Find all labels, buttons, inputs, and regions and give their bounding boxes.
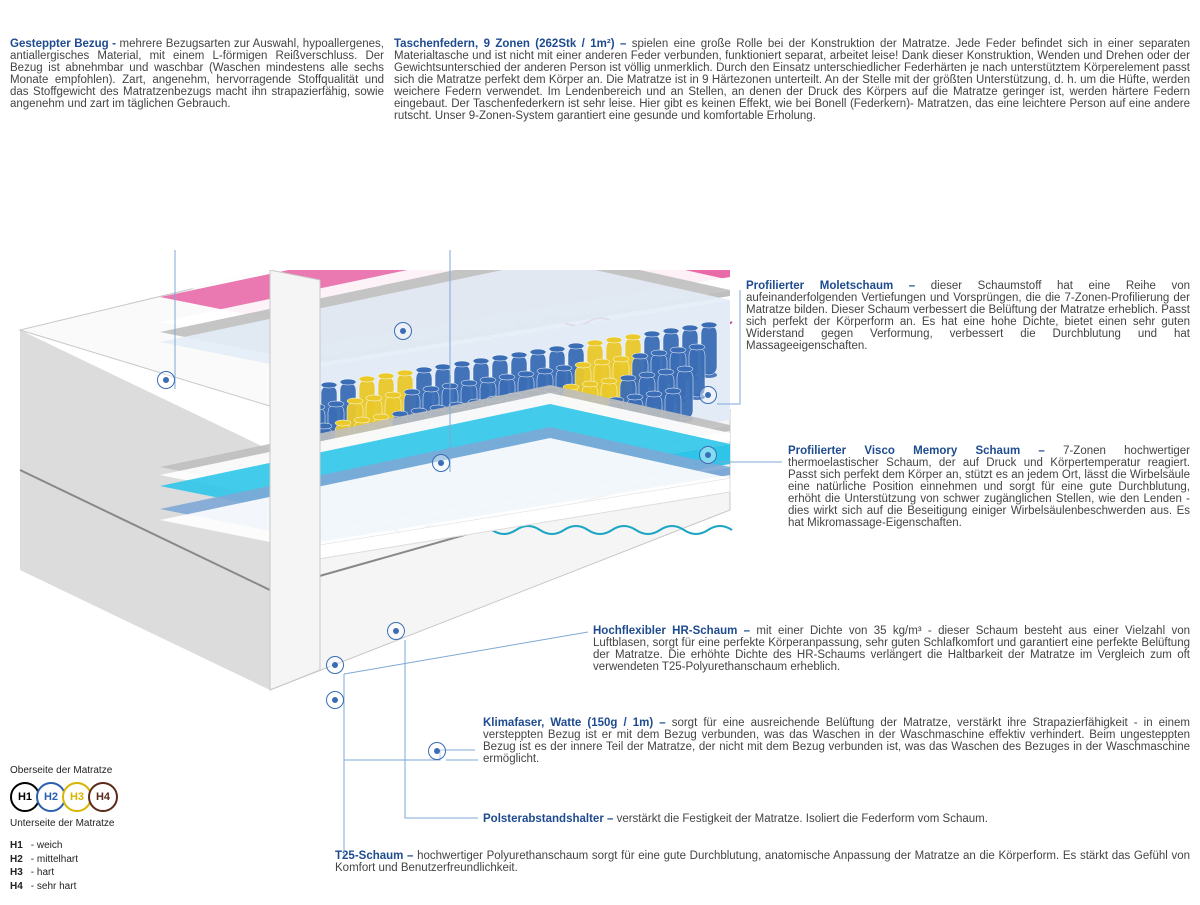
- mattress-diagram: [10, 270, 740, 770]
- section-cover: Gesteppter Bezug - mehrere Bezugsarten z…: [10, 38, 384, 110]
- section-visco: Profilierter Visco Memory Schaum – 7-Zon…: [788, 445, 1190, 529]
- hardness-legend: Oberseite der Matratze H1H2H3H4 Untersei…: [10, 765, 115, 893]
- springs-title: Taschenfedern, 9 Zonen (262Stk / 1m²) –: [394, 38, 632, 50]
- section-t25: T25-Schaum – hochwertiger Polyurethansch…: [335, 850, 1190, 874]
- marker-molet: [699, 386, 717, 404]
- marker-pink: [394, 322, 412, 340]
- legend-circle-h4: H4: [88, 782, 118, 812]
- spacer-title: Polsterabstandshalter –: [483, 813, 617, 825]
- section-molet: Profilierter Moletschaum – dieser Schaum…: [746, 280, 1190, 352]
- marker-climate: [428, 742, 446, 760]
- visco-title: Profilierter Visco Memory Schaum –: [788, 445, 1063, 457]
- springs-body: spielen eine große Rolle bei der Konstru…: [394, 38, 1190, 122]
- marker-cover: [157, 371, 175, 389]
- legend-item-h1: H1 - weich: [10, 839, 115, 853]
- cover-title: Gesteppter Bezug -: [10, 38, 119, 50]
- marker-spacer: [387, 622, 405, 640]
- spacer-body: verstärkt die Festigkeit der Matratze. I…: [617, 813, 988, 825]
- marker-visco: [699, 446, 717, 464]
- t25-body: hochwertiger Polyurethanschaum sorgt für…: [335, 850, 1190, 874]
- visco-body: 7-Zonen hochwertiger thermoelastischer S…: [788, 445, 1190, 529]
- t25-title: T25-Schaum –: [335, 850, 417, 862]
- legend-item-h3: H3 - hart: [10, 866, 115, 880]
- legend-top: Oberseite der Matratze: [10, 765, 115, 776]
- legend-item-h2: H2 - mittelhart: [10, 853, 115, 867]
- section-springs: Taschenfedern, 9 Zonen (262Stk / 1m²) – …: [394, 38, 1190, 122]
- molet-title: Profilierter Moletschaum –: [746, 280, 931, 292]
- legend-bottom: Unterseite der Matratze: [10, 818, 115, 829]
- marker-hr: [326, 656, 344, 674]
- marker-spring: [432, 454, 450, 472]
- marker-t25: [326, 691, 344, 709]
- section-spacer: Polsterabstandshalter – verstärkt die Fe…: [483, 813, 1190, 825]
- legend-item-h4: H4 - sehr hart: [10, 880, 115, 894]
